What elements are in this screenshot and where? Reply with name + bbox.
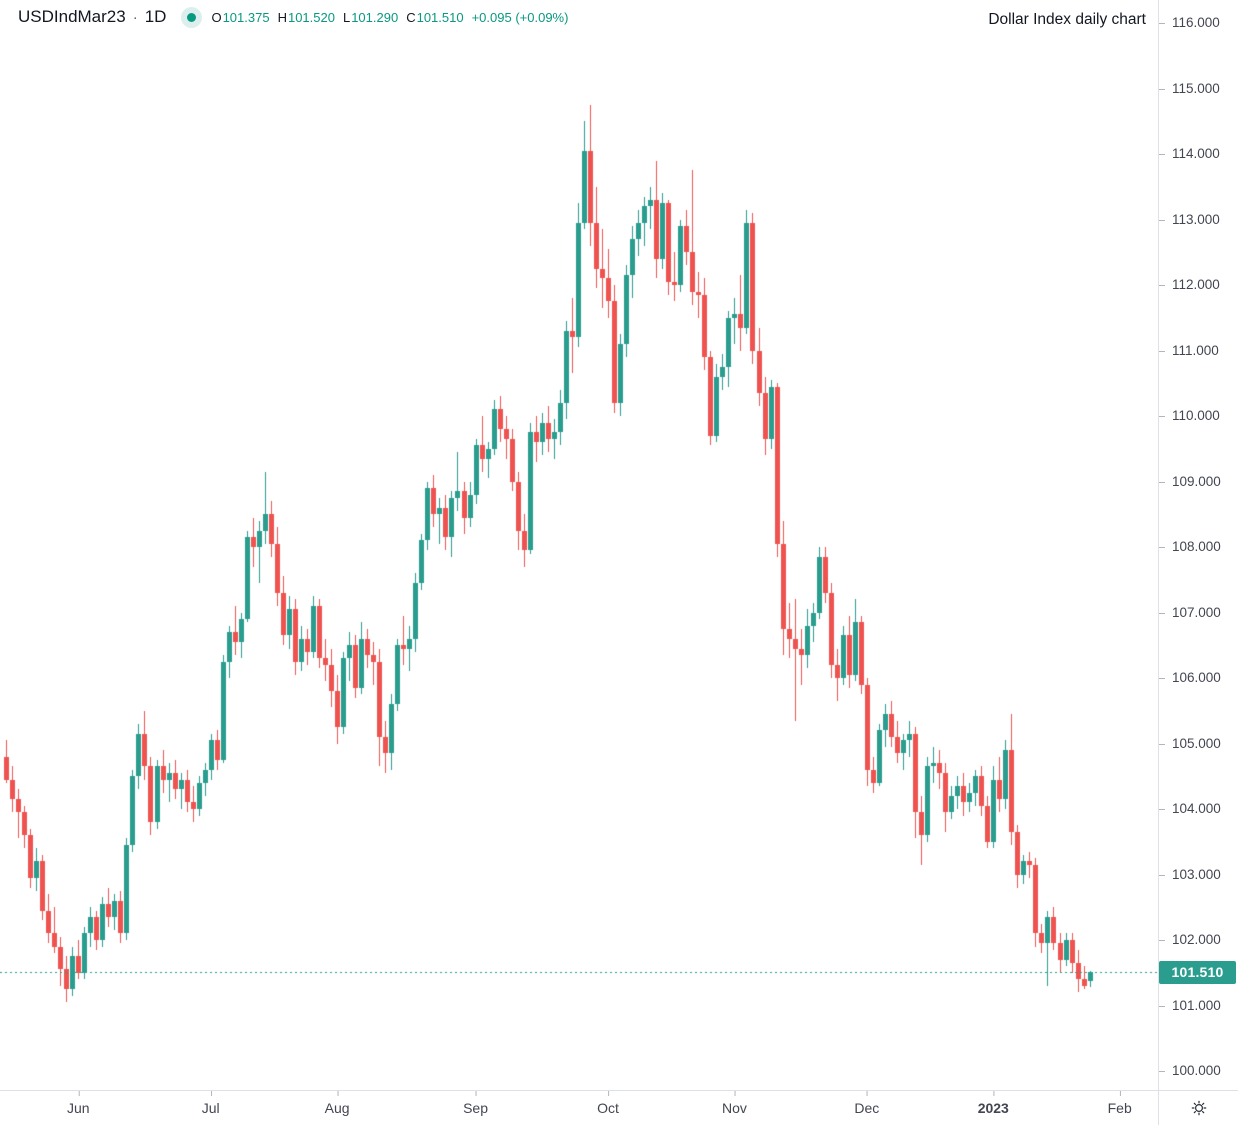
price-tick-label: 102.000 <box>1159 932 1238 948</box>
price-tick-label: 106.000 <box>1159 670 1238 686</box>
price-tick-label: 114.000 <box>1159 146 1238 162</box>
last-price-value: 101.510 <box>1171 964 1224 981</box>
time-tick-label: Feb <box>1108 1091 1132 1116</box>
market-status-dot <box>187 12 197 22</box>
open-label: O <box>211 9 222 25</box>
last-price-tag: 101.510 <box>1159 960 1236 984</box>
gear-icon <box>1191 1100 1206 1116</box>
price-tick-label: 112.000 <box>1159 277 1238 293</box>
change-value: +0.095 (+0.09%) <box>471 9 569 25</box>
price-tick-label: 105.000 <box>1159 736 1238 752</box>
time-tick-label: Aug <box>325 1091 350 1116</box>
price-axis-border <box>1158 0 1159 1125</box>
price-tick-label: 110.000 <box>1159 408 1238 424</box>
price-tick-label: 116.000 <box>1159 15 1238 31</box>
price-axis[interactable]: 116.000 115.000 114.000 113.000 112.000 111.0… <box>1159 0 1238 1090</box>
axis-settings-corner <box>1159 1091 1238 1125</box>
time-tick-label: Jun <box>67 1091 90 1116</box>
price-tick-label: 101.000 <box>1159 998 1238 1014</box>
close-label: C <box>406 9 416 25</box>
candlestick-chart-canvas[interactable] <box>0 0 1158 1090</box>
price-tick-label: 107.000 <box>1159 605 1238 621</box>
price-tick-label: 104.000 <box>1159 801 1238 817</box>
high-label: H <box>277 9 287 25</box>
symbol-interval-separator: · <box>132 8 138 26</box>
price-tick-label: 100.000 <box>1159 1063 1238 1079</box>
time-tick-label: 2023 <box>978 1091 1009 1116</box>
axis-settings-button[interactable] <box>1187 1096 1211 1120</box>
price-tick-label: 108.000 <box>1159 539 1238 555</box>
time-tick-label: Oct <box>597 1091 619 1116</box>
market-status-icon <box>181 6 203 28</box>
time-tick-label: Sep <box>463 1091 488 1116</box>
close-value: 101.510 <box>416 9 464 25</box>
ohlc-legend: O 101.375 H 101.520 L 101.290 C 101.510 +0.0… <box>211 10 568 25</box>
time-tick-label: Dec <box>854 1091 879 1116</box>
time-tick-label: Jul <box>202 1091 220 1116</box>
price-tick-label: 109.000 <box>1159 474 1238 490</box>
chart-title: Dollar Index daily chart <box>988 11 1146 28</box>
time-axis-border <box>0 1090 1238 1091</box>
time-tick-label: Nov <box>722 1091 747 1116</box>
high-value: 101.520 <box>287 9 335 25</box>
symbol-name[interactable]: USDIndMar23 <box>18 7 126 26</box>
low-value: 101.290 <box>351 9 399 25</box>
price-tick-label: 113.000 <box>1159 212 1238 228</box>
price-tick-label: 115.000 <box>1159 81 1238 97</box>
interval-label[interactable]: 1D <box>144 7 167 26</box>
chart-legend-bar: USDIndMar23 · 1D O 101.375 H 101.520 L 101.… <box>18 4 568 30</box>
time-axis[interactable]: Jun Jul Aug Sep Oct Nov Dec 2023 Feb <box>0 1091 1158 1125</box>
price-tick-label: 111.000 <box>1159 343 1238 359</box>
low-label: L <box>342 9 351 25</box>
open-value: 101.375 <box>222 9 270 25</box>
price-tick-label: 103.000 <box>1159 867 1238 883</box>
